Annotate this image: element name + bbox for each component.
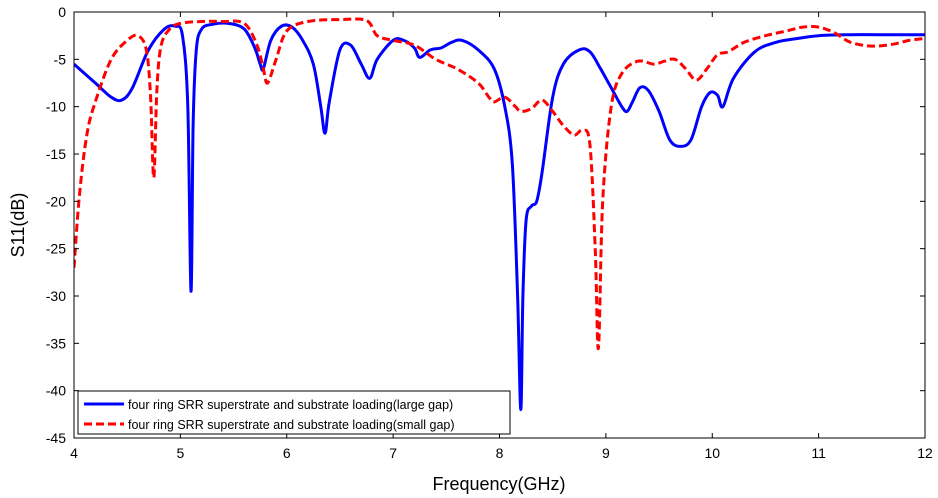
series-line-large-gap <box>74 21 925 412</box>
series-line-small-gap <box>74 17 925 350</box>
x-tick-label: 9 <box>602 445 610 461</box>
y-tick-label: -40 <box>46 383 66 399</box>
legend-box <box>77 390 511 435</box>
x-tick-label: 4 <box>70 445 78 461</box>
y-axis-label: S11(dB) <box>8 193 28 258</box>
y-axis: 0 -5 -10 -15 -20 -25 -30 -35 -40 -45 <box>46 4 925 446</box>
legend-label-small-gap: four ring SRR superstrate and substrate … <box>128 418 455 432</box>
x-axis: 4 5 6 7 8 9 10 11 12 <box>70 12 933 461</box>
legend: four ring SRR superstrate and substrate … <box>77 390 511 435</box>
y-tick-label: -30 <box>46 288 66 304</box>
y-tick-label: -25 <box>46 241 66 257</box>
x-tick-label: 5 <box>176 445 184 461</box>
y-tick-label: -10 <box>46 99 66 115</box>
y-tick-label: -20 <box>46 193 66 209</box>
x-axis-label: Frequency(GHz) <box>432 474 565 494</box>
plot-background <box>74 12 925 438</box>
x-tick-label: 11 <box>811 445 826 461</box>
legend-label-large-gap: four ring SRR superstrate and substrate … <box>128 398 453 412</box>
y-tick-label: -5 <box>54 51 67 67</box>
x-tick-label: 8 <box>496 445 504 461</box>
series-layer <box>74 17 925 412</box>
x-tick-label: 12 <box>917 445 933 461</box>
y-tick-label: -15 <box>46 146 66 162</box>
x-tick-label: 6 <box>283 445 291 461</box>
y-tick-label: -45 <box>46 430 66 446</box>
x-tick-label: 10 <box>704 445 720 461</box>
y-tick-label: -35 <box>46 335 66 351</box>
y-tick-label: 0 <box>58 4 66 20</box>
x-tick-label: 7 <box>389 445 397 461</box>
